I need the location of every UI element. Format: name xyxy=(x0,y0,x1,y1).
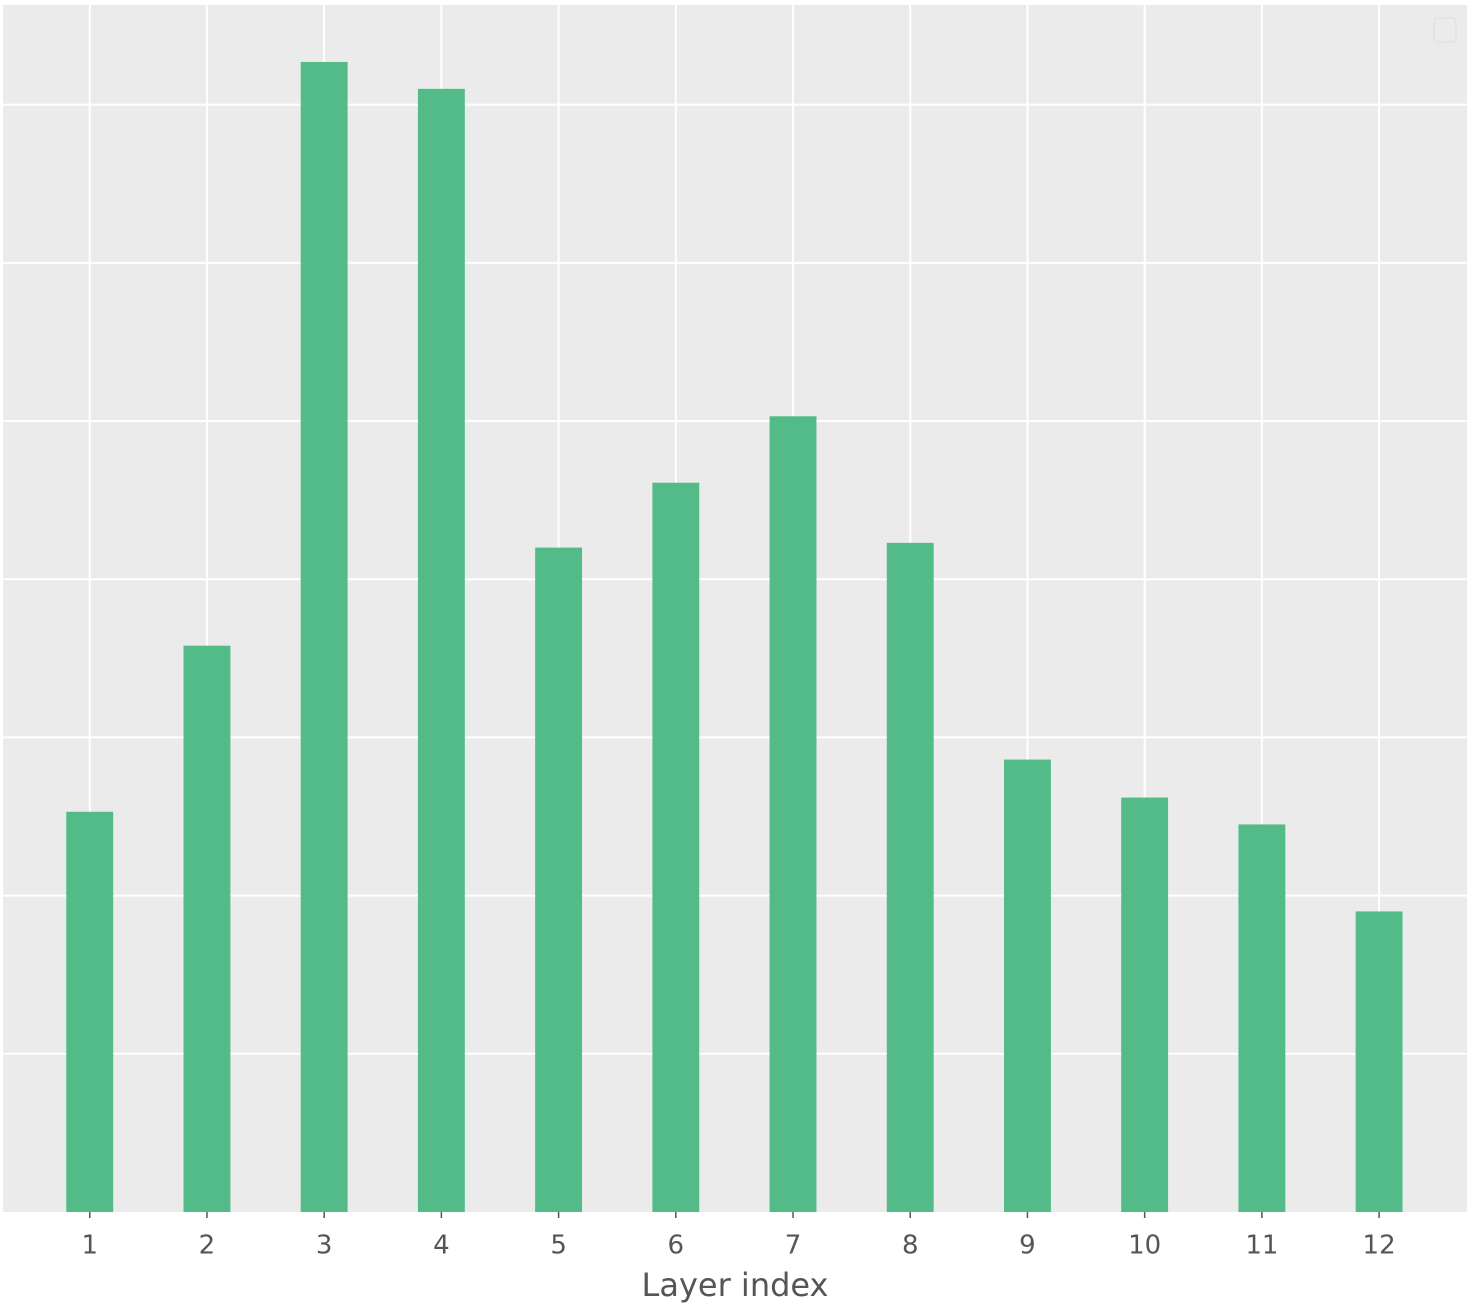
bar xyxy=(652,482,700,1212)
bar xyxy=(769,416,817,1213)
x-tick-label: 12 xyxy=(1363,1231,1396,1261)
x-tick-label: 10 xyxy=(1128,1231,1161,1261)
x-tick-label: 9 xyxy=(1019,1231,1036,1261)
plot-area xyxy=(3,5,1467,1212)
legend-box xyxy=(1433,17,1457,43)
x-axis-label: Layer index xyxy=(642,1266,829,1304)
x-tick-label: 7 xyxy=(785,1231,802,1261)
bar xyxy=(886,542,934,1212)
bar xyxy=(417,88,465,1212)
x-tick-label: 5 xyxy=(550,1231,567,1261)
x-tick-label: 2 xyxy=(199,1231,216,1261)
x-tick-label: 1 xyxy=(81,1231,98,1261)
bar xyxy=(300,61,348,1213)
bar xyxy=(183,645,231,1212)
x-tick-label: 6 xyxy=(668,1231,685,1261)
bar xyxy=(1121,797,1169,1212)
x-tick-label: 3 xyxy=(316,1231,333,1261)
bar xyxy=(66,811,114,1212)
bar xyxy=(1004,759,1051,1212)
bar xyxy=(1355,911,1403,1212)
x-tick-label: 4 xyxy=(433,1231,450,1261)
bar xyxy=(535,547,583,1212)
bar xyxy=(1238,824,1286,1212)
x-tick-label: 11 xyxy=(1245,1231,1278,1261)
x-tick-label: 8 xyxy=(902,1231,919,1261)
